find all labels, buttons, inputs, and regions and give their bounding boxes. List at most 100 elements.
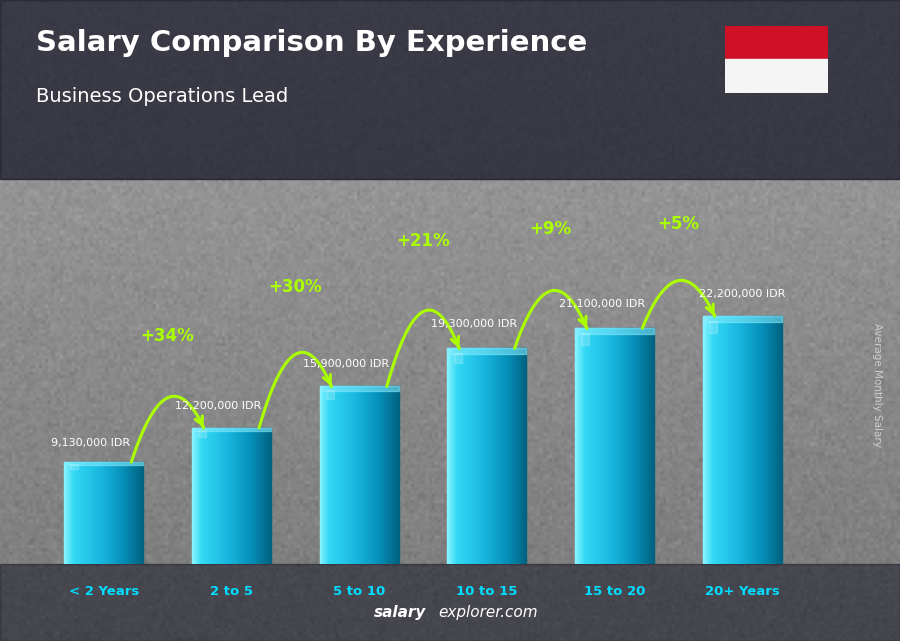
Bar	[74, 462, 75, 564]
Bar	[487, 348, 488, 564]
Bar	[777, 316, 778, 564]
Bar	[641, 328, 642, 564]
Text: 12,200,000 IDR: 12,200,000 IDR	[176, 401, 262, 412]
Bar	[379, 387, 380, 564]
Bar	[198, 428, 199, 564]
Bar	[506, 348, 507, 564]
Bar	[69, 462, 70, 564]
Bar	[753, 316, 754, 564]
Bar	[778, 316, 779, 564]
Bar	[594, 328, 595, 564]
Bar	[763, 316, 764, 564]
Bar	[235, 428, 237, 564]
Bar	[454, 348, 455, 564]
Bar	[214, 428, 215, 564]
Bar	[518, 348, 519, 564]
Bar	[258, 428, 259, 564]
Bar	[388, 387, 389, 564]
Bar	[254, 428, 255, 564]
Bar	[130, 462, 131, 564]
Bar	[142, 462, 143, 564]
Bar	[742, 316, 743, 564]
Bar	[120, 462, 121, 564]
Text: 20+ Years: 20+ Years	[705, 585, 779, 598]
Text: Salary Comparison By Experience: Salary Comparison By Experience	[36, 29, 587, 57]
Bar	[326, 387, 327, 564]
Bar	[775, 316, 776, 564]
Bar	[114, 462, 115, 564]
Bar	[505, 348, 506, 564]
Text: +5%: +5%	[658, 215, 699, 233]
Bar	[722, 316, 723, 564]
Bar	[381, 387, 382, 564]
Bar	[237, 428, 238, 564]
Bar	[67, 462, 68, 564]
Bar	[780, 316, 781, 564]
Bar	[223, 428, 224, 564]
Bar	[326, 390, 334, 399]
Bar	[606, 328, 607, 564]
Bar	[105, 462, 106, 564]
Bar	[353, 387, 355, 564]
Bar	[141, 462, 142, 564]
Bar	[342, 387, 343, 564]
Bar	[210, 428, 211, 564]
Bar	[724, 26, 828, 60]
Bar	[766, 316, 767, 564]
Bar	[251, 428, 252, 564]
Bar	[333, 387, 335, 564]
Bar	[604, 328, 605, 564]
Bar	[454, 353, 462, 363]
Bar	[341, 387, 342, 564]
Bar	[649, 328, 651, 564]
Bar	[197, 428, 198, 564]
Bar	[457, 348, 458, 564]
Bar	[202, 428, 203, 564]
Bar	[93, 462, 94, 564]
Bar	[716, 316, 717, 564]
Bar	[653, 328, 654, 564]
Bar	[207, 428, 208, 564]
Bar	[628, 328, 629, 564]
Bar	[103, 462, 104, 564]
Bar	[376, 387, 377, 564]
Bar	[192, 428, 193, 564]
Bar	[460, 348, 461, 564]
Bar	[762, 316, 763, 564]
Bar	[85, 462, 86, 564]
Bar	[465, 348, 466, 564]
Bar	[482, 348, 483, 564]
Text: < 2 Years: < 2 Years	[68, 585, 139, 598]
Bar	[718, 316, 720, 564]
Bar	[579, 328, 580, 564]
Bar	[461, 348, 462, 564]
Bar	[220, 428, 221, 564]
Bar	[577, 328, 578, 564]
Bar	[736, 316, 737, 564]
Bar	[615, 328, 616, 564]
Bar	[243, 428, 244, 564]
Bar	[99, 462, 100, 564]
Bar	[581, 328, 582, 564]
Bar	[488, 348, 489, 564]
Bar	[106, 462, 108, 564]
Bar	[586, 328, 587, 564]
Bar	[468, 348, 469, 564]
Bar	[375, 387, 376, 564]
Bar	[466, 348, 467, 564]
Bar	[365, 387, 366, 564]
Bar	[703, 316, 782, 322]
Text: salary: salary	[374, 606, 426, 620]
Bar	[370, 387, 371, 564]
Bar	[266, 428, 267, 564]
Bar	[125, 462, 126, 564]
Bar	[269, 428, 270, 564]
Bar	[458, 348, 459, 564]
Text: 21,100,000 IDR: 21,100,000 IDR	[559, 299, 645, 310]
Bar	[215, 428, 217, 564]
Bar	[513, 348, 514, 564]
Bar	[229, 428, 230, 564]
Bar	[392, 387, 394, 564]
Bar	[464, 348, 465, 564]
Bar	[705, 316, 706, 564]
